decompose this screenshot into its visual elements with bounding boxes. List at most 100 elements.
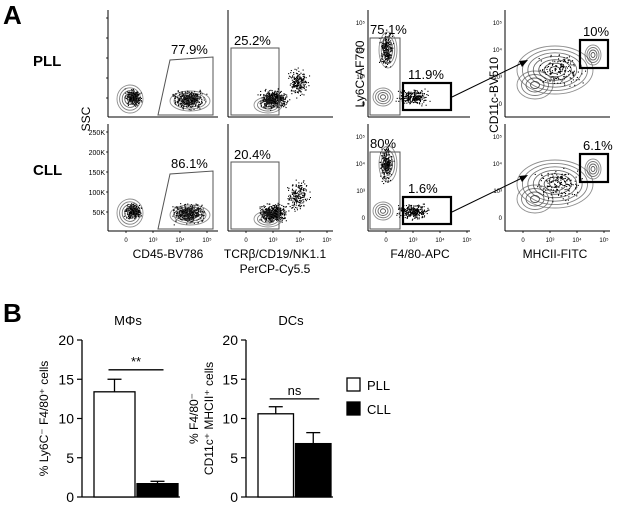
event-dot xyxy=(295,90,297,92)
gate-value: 1.6% xyxy=(408,181,438,196)
event-dot xyxy=(304,183,306,185)
event-dot xyxy=(133,97,135,99)
event-dot xyxy=(264,211,266,213)
event-dot xyxy=(269,203,271,205)
event-dot xyxy=(388,156,390,158)
event-dot xyxy=(134,211,136,213)
event-dot xyxy=(421,217,423,219)
event-dot xyxy=(572,74,574,76)
event-dot xyxy=(385,63,387,65)
event-dot xyxy=(266,203,268,205)
event-dot xyxy=(303,78,305,80)
event-dot xyxy=(189,211,191,213)
event-dot xyxy=(292,188,294,190)
event-dot xyxy=(176,214,178,216)
event-dot xyxy=(390,57,392,59)
event-dot xyxy=(181,103,183,105)
event-dot xyxy=(419,209,421,211)
event-dot xyxy=(285,220,287,222)
event-dot xyxy=(407,216,409,218)
event-dot xyxy=(383,47,385,49)
event-dot xyxy=(272,218,274,220)
event-dot xyxy=(415,208,417,210)
event-dot xyxy=(414,217,416,219)
event-dot xyxy=(428,209,430,211)
event-dot xyxy=(556,188,558,190)
event-dot xyxy=(303,94,305,96)
event-dot xyxy=(177,101,179,103)
event-dot xyxy=(134,207,136,209)
event-dot xyxy=(182,94,184,96)
event-dot xyxy=(421,105,423,107)
event-dot xyxy=(379,161,381,163)
event-dot xyxy=(553,78,555,80)
event-dot xyxy=(420,212,422,214)
event-dot xyxy=(293,190,295,192)
event-dot xyxy=(577,191,579,193)
event-dot xyxy=(569,63,571,65)
event-dot xyxy=(180,214,182,216)
event-dot xyxy=(139,209,141,211)
event-dot xyxy=(391,163,393,165)
cluster-contour xyxy=(590,166,596,172)
event-dot xyxy=(285,206,287,208)
event-dot xyxy=(297,196,299,198)
event-dot xyxy=(275,104,277,106)
event-dot xyxy=(550,66,552,68)
event-dot xyxy=(180,203,182,205)
event-dot xyxy=(421,210,423,212)
event-dot xyxy=(272,214,274,216)
event-dot xyxy=(196,214,198,216)
event-dot xyxy=(183,101,185,103)
event-dot xyxy=(407,94,409,96)
event-dot xyxy=(420,96,422,98)
event-dot xyxy=(573,65,575,67)
event-dot xyxy=(271,93,273,95)
event-dot xyxy=(389,168,391,170)
event-dot xyxy=(137,94,139,96)
event-dot xyxy=(188,219,190,221)
event-dot xyxy=(388,41,390,43)
event-dot xyxy=(412,214,414,216)
event-dot xyxy=(180,216,182,218)
event-dot xyxy=(410,100,412,102)
event-dot xyxy=(271,221,273,223)
event-dot xyxy=(577,184,579,186)
event-dot xyxy=(383,176,385,178)
event-dot xyxy=(276,209,278,211)
event-dot xyxy=(417,92,419,94)
event-dot xyxy=(282,209,284,211)
event-dot xyxy=(134,93,136,95)
cluster-contour xyxy=(119,201,141,225)
event-dot xyxy=(279,93,281,95)
event-dot xyxy=(302,196,304,198)
event-dot xyxy=(414,94,416,96)
event-dot xyxy=(187,209,189,211)
event-dot xyxy=(274,204,276,206)
event-dot xyxy=(181,91,183,93)
event-dot xyxy=(279,210,281,212)
event-dot xyxy=(303,76,305,78)
event-dot xyxy=(196,101,198,103)
event-dot xyxy=(178,210,180,212)
event-dot xyxy=(574,180,576,182)
event-dot xyxy=(133,203,135,205)
event-dot xyxy=(385,157,387,159)
event-dot xyxy=(381,58,383,60)
event-dot xyxy=(132,88,134,90)
event-dot xyxy=(180,105,182,107)
event-dot xyxy=(137,207,139,209)
event-dot xyxy=(303,80,305,82)
event-dot xyxy=(178,213,180,215)
event-dot xyxy=(288,75,290,77)
event-dot xyxy=(388,161,390,163)
event-dot xyxy=(559,72,561,74)
event-dot xyxy=(259,212,261,214)
event-dot xyxy=(303,82,305,84)
event-dot xyxy=(425,104,427,106)
event-dot xyxy=(553,80,555,82)
event-dot xyxy=(296,77,298,79)
cluster-contour xyxy=(538,59,572,81)
event-dot xyxy=(388,169,390,171)
event-dot xyxy=(269,209,271,211)
